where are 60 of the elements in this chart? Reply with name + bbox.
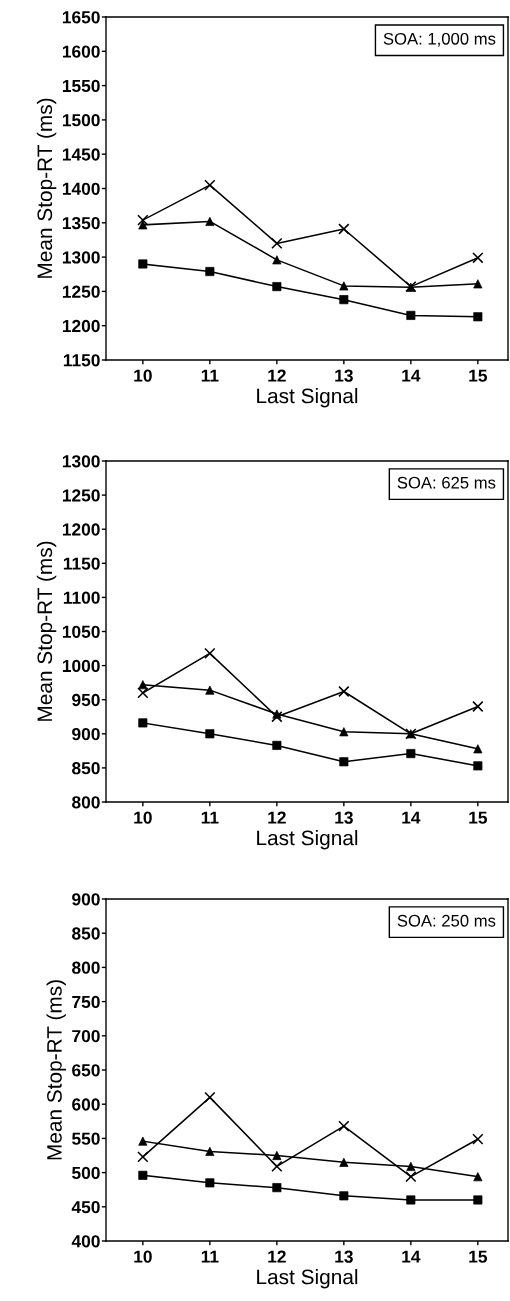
x-axis-title: Last Signal [257, 1268, 358, 1289]
y-tick-label: 1350 [62, 216, 100, 230]
x-tick-label: 13 [335, 811, 353, 824]
y-tick-label: 1200 [62, 523, 100, 536]
y-tick-label: 1650 [62, 11, 100, 24]
x-axis-title: Last Signal [257, 387, 358, 408]
y-tick-label: 900 [72, 893, 100, 906]
y-tick-label: 850 [72, 927, 100, 940]
y-tick-label: 650 [72, 1064, 100, 1077]
x-tick-label: 11 [201, 1250, 219, 1263]
y-tick-label: 700 [72, 1029, 100, 1043]
x-tick-label: 13 [335, 1250, 353, 1263]
y-axis-title: Mean Stop-RT (ms) [36, 98, 57, 278]
y-tick-label: 1550 [62, 79, 100, 93]
y-axis-title: Mean Stop-RT (ms) [46, 980, 66, 1160]
y-tick-label: 400 [71, 1235, 100, 1248]
y-tick-label: 800 [72, 796, 100, 809]
x-tick-label: 14 [402, 1250, 421, 1263]
x-tick-label: 14 [402, 811, 421, 824]
x-tick-label: 12 [268, 1250, 286, 1263]
annotation: SOA: 1,000 ms [383, 32, 496, 47]
y-tick-label: 1600 [62, 45, 100, 58]
y-tick-label: 1300 [62, 455, 100, 468]
x-tick-label: 11 [201, 369, 219, 382]
y-tick-label: 600 [72, 1098, 100, 1111]
y-tick-label: 1000 [62, 659, 100, 673]
y-tick-label: 1250 [62, 489, 100, 502]
x-axis-title: Last Signal [257, 829, 358, 850]
annotation: SOA: 625 ms [397, 476, 496, 489]
y-tick-label: 550 [72, 1132, 100, 1145]
y-tick-label: 1300 [62, 251, 100, 264]
y-tick-label: 1100 [63, 591, 100, 604]
y-tick-label: 800 [72, 961, 100, 974]
y-tick-label: 1050 [62, 625, 100, 638]
x-tick-label: 12 [268, 369, 286, 382]
annotation: SOA: 250 ms [397, 914, 496, 927]
x-tick-label: 14 [402, 369, 421, 382]
x-tick-label: 15 [469, 1250, 488, 1263]
y-tick-label: 1200 [62, 319, 100, 333]
y-axis-title: Mean Stop-RT (ms) [36, 541, 57, 721]
y-tick-label: 900 [72, 727, 100, 741]
y-tick-label: 500 [72, 1166, 100, 1180]
x-tick-label: 10 [134, 1250, 152, 1263]
y-tick-label: 1450 [62, 148, 100, 161]
y-tick-label: 750 [72, 995, 100, 1009]
y-tick-label: 1250 [62, 285, 100, 298]
x-tick-label: 10 [134, 369, 152, 382]
y-tick-label: 1150 [63, 354, 100, 367]
x-tick-label: 15 [469, 811, 488, 824]
y-tick-label: 450 [71, 1200, 100, 1214]
x-tick-label: 11 [201, 811, 219, 824]
x-tick-label: 15 [469, 369, 488, 382]
y-tick-label: 1500 [62, 114, 100, 127]
y-tick-label: 1400 [62, 182, 100, 195]
x-tick-label: 10 [134, 811, 152, 824]
x-tick-label: 13 [335, 369, 353, 382]
y-tick-label: 850 [72, 762, 100, 775]
y-tick-label: 1150 [63, 557, 100, 570]
x-tick-label: 12 [268, 811, 286, 824]
y-tick-label: 950 [72, 693, 100, 707]
